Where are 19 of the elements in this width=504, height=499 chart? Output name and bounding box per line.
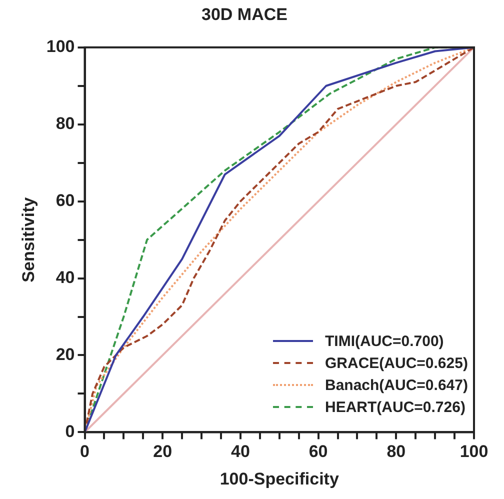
y-tick-label: 60 — [56, 191, 75, 210]
y-tick-label: 80 — [56, 114, 75, 134]
x-tick-label: 40 — [230, 442, 250, 462]
x-tick-label: 100 — [460, 442, 488, 462]
legend-label: TIMI(AUC=0.700) — [325, 332, 444, 350]
x-tick-label: 20 — [153, 442, 172, 462]
legend-label: Banach(AUC=0.647) — [325, 376, 468, 394]
x-axis-title: 100-Specificity — [220, 469, 340, 488]
x-tick-label: 0 — [80, 442, 90, 462]
y-tick-label: 20 — [56, 344, 75, 364]
y-tick-label: 100 — [46, 37, 75, 56]
y-tick-label: 0 — [65, 422, 75, 441]
legend-label: HEART(AUC=0.726) — [325, 398, 466, 416]
legend-label: GRACE(AUC=0.625) — [325, 354, 468, 372]
y-tick-label: 40 — [56, 268, 75, 287]
x-tick-label: 80 — [386, 442, 406, 462]
x-tick-label: 60 — [308, 442, 328, 462]
chart-title: 30D MACE — [202, 4, 288, 24]
y-axis-title: Sensitivity — [18, 196, 38, 282]
